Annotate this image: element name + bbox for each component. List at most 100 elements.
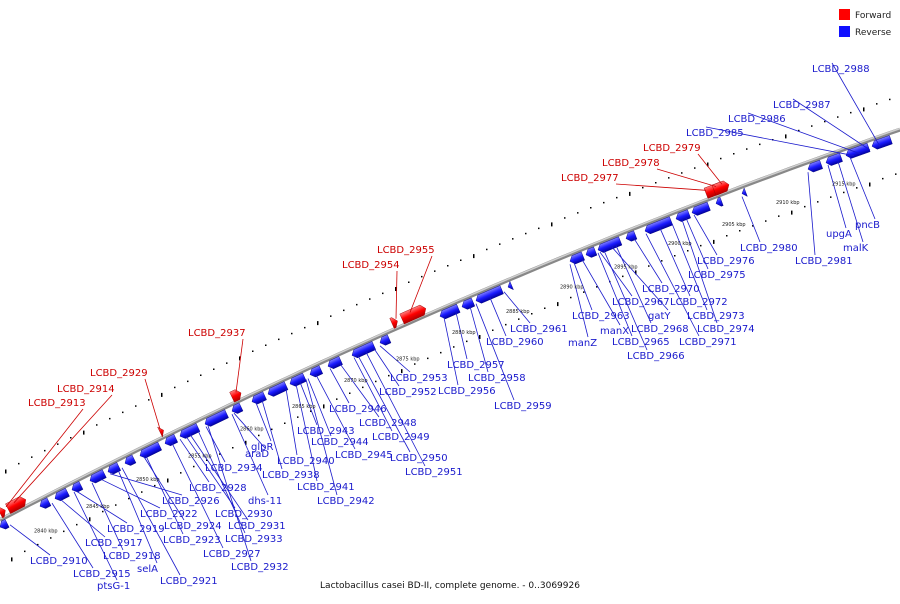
gene-label[interactable]: LCBD_2966 (627, 351, 685, 362)
gene-label[interactable]: LCBD_2910 (30, 556, 88, 567)
gene-label[interactable]: LCBD_2948 (359, 418, 417, 429)
gene-reverse-17[interactable] (378, 334, 392, 347)
gene-label[interactable]: LCBD_2932 (231, 562, 289, 573)
gene-label[interactable]: upgA (826, 229, 852, 240)
gene-label[interactable]: LCBD_2960 (486, 337, 544, 348)
gene-label[interactable]: LCBD_2968 (631, 324, 689, 335)
gene-reverse-26[interactable] (643, 216, 673, 236)
gene-reverse-22[interactable] (568, 251, 585, 266)
gene-label[interactable]: LCBD_2940 (277, 456, 335, 467)
gene-label[interactable]: LCBD_2970 (642, 284, 700, 295)
gene-label[interactable]: LCBD_2930 (215, 509, 273, 520)
gene-reverse-21[interactable] (506, 280, 514, 291)
gene-label[interactable]: LCBD_2934 (205, 463, 263, 474)
gene-label[interactable]: LCBD_2924 (164, 521, 222, 532)
gene-label[interactable]: LCBD_2985 (686, 128, 744, 139)
gene-label[interactable]: LCBD_2933 (225, 534, 283, 545)
gene-reverse-19[interactable] (460, 297, 476, 311)
gene-forward-4[interactable] (389, 316, 400, 329)
gene-label[interactable]: LCBD_2937 (188, 328, 246, 339)
gene-reverse-34[interactable] (871, 135, 893, 150)
gene-label[interactable]: LCBD_2927 (203, 549, 261, 560)
gene-label[interactable]: LCBD_2946 (329, 404, 387, 415)
gene-label[interactable]: LCBD_2965 (612, 337, 670, 348)
gene-label[interactable]: LCBD_2944 (311, 437, 369, 448)
gene-label[interactable]: LCBD_2955 (377, 245, 435, 256)
gene-label[interactable]: LCBD_2928 (189, 483, 247, 494)
gene-label[interactable]: LCBD_2953 (390, 373, 448, 384)
gene-label[interactable]: LCBD_2981 (795, 256, 853, 267)
gene-reverse-11[interactable] (250, 391, 267, 406)
gene-label[interactable]: LCBD_2949 (372, 432, 430, 443)
gene-label[interactable]: LCBD_2971 (679, 337, 737, 348)
gene-forward-3[interactable] (229, 388, 244, 403)
gene-label[interactable]: LCBD_2945 (335, 450, 393, 461)
gene-label[interactable]: LCBD_2915 (73, 569, 131, 580)
gene-reverse-30[interactable] (740, 187, 748, 198)
gene-label[interactable]: LCBD_2942 (317, 496, 375, 507)
gene-reverse-2[interactable] (70, 481, 84, 494)
gene-reverse-27[interactable] (674, 209, 691, 223)
gene-label[interactable]: LCBD_2963 (572, 311, 630, 322)
gene-label[interactable]: LCBD_2921 (160, 576, 218, 587)
gene-label[interactable]: LCBD_2967 (612, 297, 670, 308)
gene-label[interactable]: LCBD_2926 (162, 496, 220, 507)
gene-label[interactable]: LCBD_2974 (697, 324, 755, 335)
gene-label[interactable]: malK (843, 243, 869, 254)
gene-label[interactable]: LCBD_2957 (447, 360, 505, 371)
gene-label[interactable]: LCBD_2943 (297, 426, 355, 437)
gene-reverse-9[interactable] (203, 409, 229, 429)
gene-label[interactable]: LCBD_2975 (688, 270, 746, 281)
gene-label[interactable]: LCBD_2977 (561, 173, 619, 184)
gene-label[interactable]: LCBD_2978 (602, 158, 660, 169)
gene-label[interactable]: LCBD_2986 (728, 114, 786, 125)
gene-forward-1[interactable] (5, 495, 28, 514)
gene-reverse-edge[interactable] (0, 519, 10, 531)
gene-label[interactable]: pncB (855, 220, 880, 231)
gene-forward-7[interactable] (711, 179, 731, 196)
gene-label[interactable]: LCBD_2973 (687, 311, 745, 322)
gene-reverse-20[interactable] (474, 285, 504, 305)
gene-forward-5[interactable] (399, 303, 428, 325)
gene-label[interactable]: manX (600, 326, 629, 337)
gene-label[interactable]: LCBD_2929 (90, 368, 148, 379)
gene-reverse-23[interactable] (584, 246, 598, 259)
gene-label[interactable]: selA (137, 564, 158, 575)
gene-label[interactable]: LCBD_2917 (85, 538, 143, 549)
gene-label[interactable]: LCBD_2980 (740, 243, 798, 254)
gene-reverse-5[interactable] (123, 454, 137, 468)
gene-label[interactable]: LCBD_2959 (494, 401, 552, 412)
gene-label[interactable]: ptsG-1 (97, 581, 130, 592)
gene-label[interactable]: LCBD_2976 (697, 256, 755, 267)
gene-label[interactable]: gatY (648, 311, 671, 322)
gene-reverse-10[interactable] (230, 402, 244, 415)
gene-reverse-29[interactable] (714, 196, 724, 208)
gene-reverse-15[interactable] (326, 356, 343, 370)
gene-label[interactable]: LCBD_2952 (379, 387, 437, 398)
gene-forward-2[interactable] (157, 425, 166, 438)
gene-labels[interactable]: LCBD_2913 LCBD_2914 LCBD_2929 LCBD_2937 LCBD… (28, 64, 880, 592)
gene-reverse-8[interactable] (178, 423, 201, 440)
gene-label[interactable]: LCBD_2913 (28, 398, 86, 409)
gene-reverse-12[interactable] (266, 381, 289, 399)
gene-reverse-4[interactable] (106, 462, 122, 475)
gene-reverse-24[interactable] (596, 236, 623, 254)
gene-label[interactable]: LCBD_2914 (57, 384, 115, 395)
gene-forward-0[interactable] (0, 505, 8, 519)
gene-label[interactable]: araD (245, 449, 269, 460)
gene-label[interactable]: LCBD_2987 (773, 100, 831, 111)
gene-label[interactable]: LCBD_2972 (670, 297, 728, 308)
gene-reverse-1[interactable] (53, 487, 70, 502)
gene-label[interactable]: LCBD_2923 (163, 535, 221, 546)
gene-reverse-18[interactable] (438, 303, 461, 320)
gene-reverse-31[interactable] (806, 159, 823, 173)
gene-label[interactable]: LCBD_2919 (107, 524, 165, 535)
gene-reverse-28[interactable] (690, 201, 711, 217)
gene-label[interactable]: LCBD_2954 (342, 260, 400, 271)
gene-label[interactable]: LCBD_2941 (297, 482, 355, 493)
gene-label[interactable]: LCBD_2918 (103, 551, 161, 562)
gene-reverse-7[interactable] (163, 433, 179, 447)
gene-label[interactable]: LCBD_2950 (390, 453, 448, 464)
